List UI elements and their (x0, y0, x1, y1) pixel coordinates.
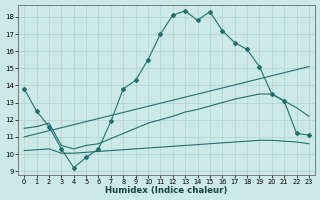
X-axis label: Humidex (Indice chaleur): Humidex (Indice chaleur) (105, 186, 228, 195)
